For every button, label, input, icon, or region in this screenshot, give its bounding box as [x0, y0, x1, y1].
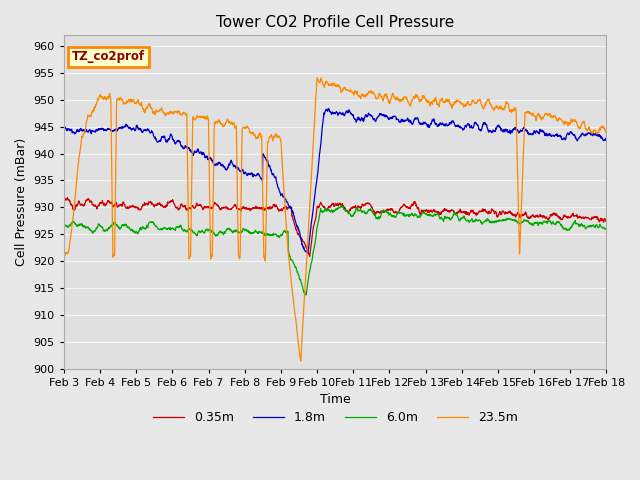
23.5m: [60, 251, 68, 257]
1.8m: [60, 125, 68, 131]
1.8m: [488, 130, 495, 135]
Line: 0.35m: 0.35m: [64, 198, 606, 256]
1.8m: [602, 135, 610, 141]
23.5m: [602, 130, 610, 135]
23.5m: [588, 129, 595, 134]
Title: Tower CO2 Profile Cell Pressure: Tower CO2 Profile Cell Pressure: [216, 15, 454, 30]
0.35m: [306, 253, 314, 259]
6.0m: [587, 223, 595, 229]
0.35m: [60, 197, 68, 203]
0.35m: [63, 195, 71, 201]
1.8m: [587, 130, 595, 136]
Y-axis label: Cell Pressure (mBar): Cell Pressure (mBar): [15, 138, 28, 266]
Line: 1.8m: 1.8m: [64, 108, 606, 253]
0.35m: [588, 216, 595, 222]
6.0m: [337, 203, 345, 208]
0.35m: [602, 218, 610, 224]
6.0m: [60, 223, 68, 229]
6.0m: [324, 207, 332, 213]
Line: 6.0m: 6.0m: [64, 205, 606, 295]
6.0m: [588, 224, 595, 230]
0.35m: [587, 216, 595, 222]
1.8m: [324, 108, 332, 113]
23.5m: [88, 112, 95, 118]
23.5m: [587, 129, 595, 135]
1.8m: [324, 106, 332, 111]
0.35m: [324, 204, 332, 210]
23.5m: [297, 358, 305, 364]
Line: 23.5m: 23.5m: [64, 78, 606, 361]
23.5m: [310, 135, 317, 141]
0.35m: [488, 206, 495, 212]
6.0m: [88, 228, 95, 234]
0.35m: [310, 223, 317, 229]
X-axis label: Time: Time: [320, 393, 351, 406]
1.8m: [88, 129, 95, 134]
0.35m: [88, 199, 95, 204]
23.5m: [313, 75, 321, 81]
23.5m: [488, 103, 495, 109]
23.5m: [324, 81, 332, 86]
1.8m: [310, 203, 317, 209]
6.0m: [310, 249, 317, 254]
6.0m: [602, 226, 610, 232]
6.0m: [302, 292, 310, 298]
1.8m: [304, 250, 312, 256]
6.0m: [488, 219, 495, 225]
Text: TZ_co2prof: TZ_co2prof: [72, 50, 145, 63]
Legend: 0.35m, 1.8m, 6.0m, 23.5m: 0.35m, 1.8m, 6.0m, 23.5m: [148, 406, 523, 429]
1.8m: [588, 132, 595, 137]
